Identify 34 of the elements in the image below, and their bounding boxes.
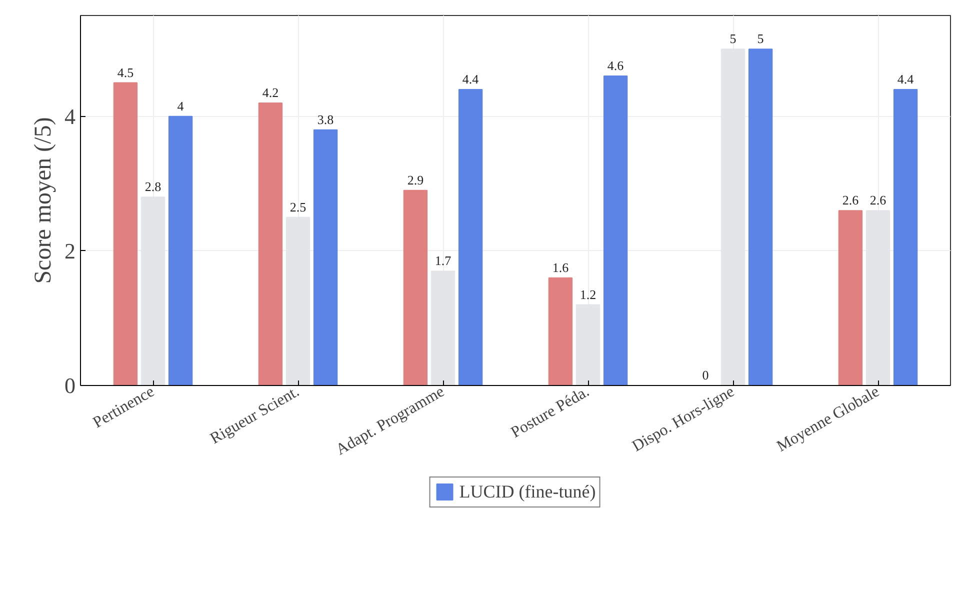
- bar: [313, 129, 338, 386]
- data-label: 4.4: [897, 72, 914, 86]
- data-label: 2.6: [870, 192, 887, 208]
- data-label: 2.9: [407, 172, 424, 188]
- y-tick-label: 0: [64, 373, 76, 398]
- data-label: 1.7: [434, 253, 452, 268]
- data-label: 2.5: [290, 199, 306, 214]
- bar: [258, 102, 283, 386]
- data-label: 2.8: [144, 179, 162, 194]
- bar: [893, 89, 918, 386]
- data-label: 4.6: [607, 58, 624, 74]
- y-tick-label: 4: [64, 104, 76, 129]
- bar: [403, 190, 428, 386]
- data-label: 1.2: [580, 286, 596, 302]
- data-label: 0: [702, 368, 709, 382]
- data-label: 3.8: [317, 112, 334, 127]
- data-label: 4.4: [462, 72, 480, 86]
- data-label: 1.6: [552, 260, 570, 275]
- data-label: 5: [757, 31, 764, 46]
- bar: [458, 89, 483, 386]
- bar: [838, 210, 863, 386]
- bar: [168, 116, 193, 386]
- bar: [113, 82, 138, 386]
- legend-label: LUCID (fine-tuné): [459, 481, 596, 502]
- data-label: 4.5: [117, 64, 134, 80]
- data-label: 4.2: [262, 84, 279, 100]
- bar: [748, 48, 773, 386]
- data-label: 4: [177, 98, 184, 114]
- data-label: 2.6: [842, 192, 860, 208]
- bar: [603, 76, 628, 386]
- y-axis-title: Score moyen (/5): [30, 117, 56, 284]
- y-tick-label: 2: [64, 238, 76, 264]
- bar: [548, 277, 573, 386]
- data-label: 5: [730, 31, 736, 46]
